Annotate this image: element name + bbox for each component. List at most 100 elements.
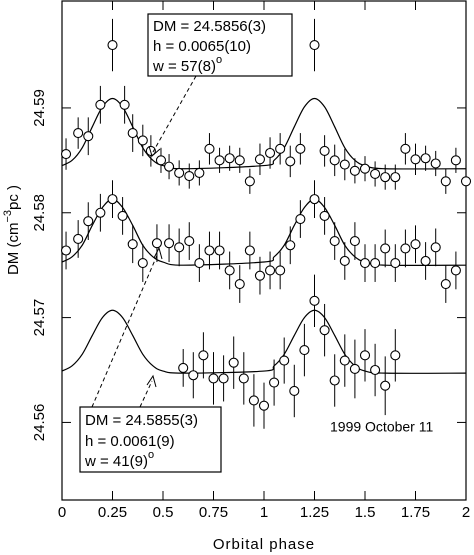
data-point xyxy=(349,363,360,375)
data-point xyxy=(390,172,401,183)
annotation-box xyxy=(79,406,222,473)
y-tick-label: 24.57 xyxy=(31,299,48,337)
x-tick-label: 0 xyxy=(58,504,66,521)
annotation-line: DM = 24.5856(3) xyxy=(153,18,266,35)
data-point xyxy=(329,155,340,166)
data-point xyxy=(390,258,401,269)
data-point xyxy=(299,345,310,356)
data-point xyxy=(400,143,411,154)
y-tick-label: 24.56 xyxy=(31,404,48,442)
data-point xyxy=(95,207,106,218)
data-point xyxy=(164,161,175,172)
data-point xyxy=(329,236,340,247)
data-point xyxy=(339,255,350,267)
annotation-text: w = 41(9) xyxy=(84,453,148,470)
data-point xyxy=(319,325,330,336)
data-point xyxy=(137,258,148,269)
data-point xyxy=(370,364,381,376)
arrow-head xyxy=(153,246,163,260)
data-point xyxy=(275,265,286,276)
data-point xyxy=(208,373,219,384)
data-point xyxy=(269,377,280,388)
data-point xyxy=(198,350,209,361)
data-point xyxy=(430,242,441,253)
data-point xyxy=(410,239,421,250)
data-point xyxy=(184,236,195,247)
x-axis-label: Orbital phase xyxy=(213,536,315,553)
data-point xyxy=(137,135,148,146)
data-point xyxy=(289,385,300,397)
data-point xyxy=(339,159,350,170)
data-point xyxy=(440,176,451,187)
data-point xyxy=(450,155,461,166)
data-point xyxy=(204,245,215,256)
annotation-superscript: o xyxy=(148,449,154,461)
data-point xyxy=(244,245,255,256)
data-point xyxy=(319,210,330,221)
data-point xyxy=(420,153,431,164)
annotation-line: h = 0.0065(10) xyxy=(153,38,251,55)
data-point xyxy=(380,243,391,254)
data-point xyxy=(380,380,391,391)
data-point xyxy=(265,147,276,159)
data-point xyxy=(73,233,84,245)
data-point xyxy=(319,145,330,156)
data-point xyxy=(83,131,94,142)
data-point xyxy=(95,99,106,110)
data-point xyxy=(188,370,199,381)
annotation-line: w = 57(8)o xyxy=(152,54,222,75)
data-point xyxy=(228,357,239,368)
data-point xyxy=(309,295,320,306)
arrow xyxy=(139,380,153,408)
data-point xyxy=(60,245,72,256)
data-point xyxy=(359,163,371,174)
data-point xyxy=(370,258,381,269)
data-point xyxy=(184,171,195,182)
data-point xyxy=(83,216,94,227)
data-point xyxy=(117,210,128,221)
data-point xyxy=(329,375,340,386)
x-tick-label: 0.75 xyxy=(199,504,228,521)
data-point xyxy=(107,194,118,205)
data-point xyxy=(254,270,266,281)
marks: 0 0.25 0.5 0.75 1 1.25 1.5 1.75 2 24.56 24.57 24.58… xyxy=(31,1,472,521)
y-label-part: −3 xyxy=(2,210,14,223)
data-point xyxy=(295,214,306,225)
arrow-head xyxy=(148,145,161,157)
data-point xyxy=(400,243,411,254)
data-point xyxy=(258,400,270,411)
data-point xyxy=(309,194,320,205)
data-point xyxy=(238,373,249,384)
y-label-part: pc ) xyxy=(5,185,22,210)
data-point xyxy=(174,242,185,253)
data-point xyxy=(285,240,296,251)
data-point xyxy=(151,238,162,249)
data-point xyxy=(107,39,118,51)
data-point xyxy=(265,265,276,276)
data-point xyxy=(279,355,290,366)
data-point xyxy=(234,278,245,290)
date-label: 1999 October 11 xyxy=(330,419,433,435)
data-point xyxy=(430,158,441,169)
data-point xyxy=(244,176,255,187)
data-point xyxy=(73,128,84,139)
y-axis-label: DM (cm−3pc ) xyxy=(2,185,22,275)
x-tick-label: 1.25 xyxy=(300,504,329,521)
data-point xyxy=(174,167,185,178)
data-point xyxy=(194,167,205,178)
data-point xyxy=(275,143,286,154)
x-tick-label: 0.25 xyxy=(98,504,127,521)
data-point xyxy=(349,165,360,176)
data-point xyxy=(295,143,306,154)
data-point xyxy=(285,156,296,167)
data-point xyxy=(390,350,401,361)
data-point xyxy=(460,176,472,187)
data-point xyxy=(224,153,235,164)
data-point xyxy=(127,128,138,139)
data-point xyxy=(254,154,266,165)
data-point xyxy=(194,258,205,269)
annotation-superscript: o xyxy=(216,54,222,66)
x-tick-label: 1.75 xyxy=(401,504,430,521)
